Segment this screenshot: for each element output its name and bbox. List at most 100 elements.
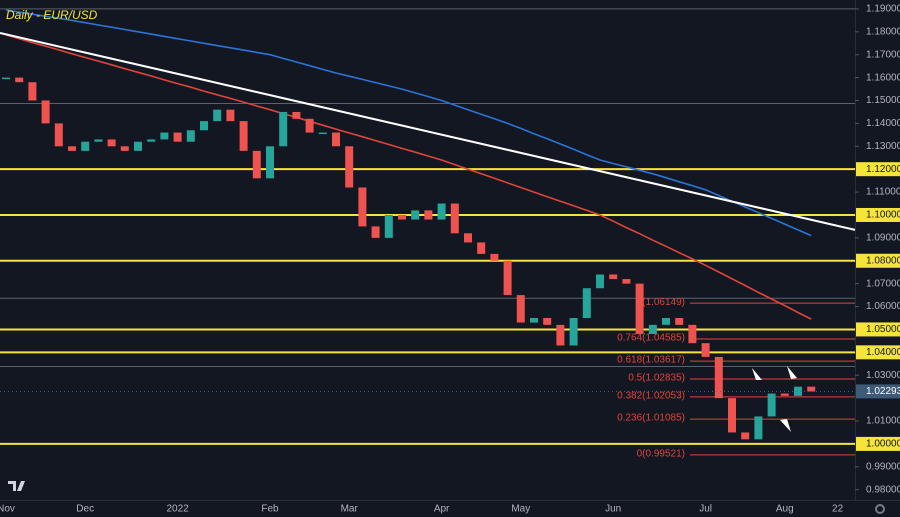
logo[interactable] (8, 481, 25, 491)
candle (279, 111, 288, 147)
x-tick-label: Jul (699, 504, 712, 515)
y-tick-label: 0.98000 (866, 484, 900, 495)
candle (28, 82, 37, 101)
candle (147, 139, 156, 142)
candle (767, 393, 776, 417)
candle (741, 432, 750, 440)
level-label: 1.00000 (866, 439, 900, 450)
candle (701, 343, 710, 357)
candle (226, 109, 235, 122)
fib-label: 0.764(1.04585) (617, 333, 685, 344)
y-tick-label: 1.07000 (866, 278, 900, 289)
x-tick-label: 22 (832, 504, 844, 515)
candle (292, 111, 301, 119)
y-tick-label: 0.99000 (866, 461, 900, 472)
x-tick-label: Nov (0, 504, 15, 515)
candle (384, 214, 393, 238)
candle (807, 386, 816, 392)
arrow (780, 419, 791, 432)
candle (305, 118, 314, 133)
y-tick-label: 1.14000 (866, 118, 900, 129)
fib-label: 1(1.06149) (637, 297, 685, 308)
candle (239, 121, 248, 151)
last-price-label: 1.02293 (866, 386, 900, 397)
candle (622, 279, 631, 284)
trendline (0, 31, 856, 231)
tv-logo[interactable] (8, 481, 25, 491)
fib-label: 0(0.99521) (637, 449, 685, 460)
candle (134, 141, 142, 151)
candle (81, 141, 90, 151)
level-label: 1.12000 (866, 164, 900, 175)
candle (450, 203, 459, 234)
y-tick-label: 1.09000 (866, 233, 900, 244)
fib-label: 0.618(1.03617) (617, 355, 685, 366)
candle (596, 274, 604, 289)
candle (358, 187, 367, 227)
candle (41, 100, 50, 124)
level-label-box (856, 162, 900, 177)
fib-label: 0.382(1.02053) (617, 391, 685, 402)
candle (490, 253, 499, 261)
x-tick-label: Aug (776, 504, 794, 515)
candle (648, 324, 657, 335)
x-tick-label: 2022 (166, 504, 189, 515)
candle (530, 317, 538, 323)
ma-line (5, 9, 812, 237)
candle (68, 146, 76, 151)
candle (160, 132, 169, 140)
x-tick-label: Jun (605, 504, 621, 515)
chart-title: Daily - EUR/USD (6, 8, 98, 22)
candle (516, 295, 525, 323)
candle (635, 283, 644, 335)
candle (332, 132, 340, 147)
candle (15, 77, 24, 83)
level-label-box (856, 207, 900, 222)
y-tick-label: 1.11000 (866, 187, 900, 198)
level-label: 1.08000 (866, 255, 900, 266)
x-tick-label: Dec (76, 504, 94, 515)
candle (173, 132, 182, 142)
y-tick-label: 1.16000 (866, 72, 900, 83)
candle (371, 226, 380, 238)
candle (662, 317, 670, 325)
candle (569, 317, 578, 346)
y-tick-label: 1.18000 (866, 26, 900, 37)
candle (794, 386, 802, 396)
candle (398, 214, 406, 220)
candle (200, 121, 208, 131)
ma-line (5, 34, 812, 320)
arrow (752, 368, 762, 380)
candle (94, 139, 103, 142)
x-tick-label: Apr (434, 504, 450, 515)
candle (437, 203, 446, 220)
fib-label: 0.236(1.01085) (617, 413, 685, 424)
candle (266, 146, 274, 179)
level-label-box (856, 436, 900, 451)
candle (464, 233, 472, 243)
y-tick-label: 1.19000 (866, 4, 900, 15)
last-price-box (856, 384, 900, 399)
candle (186, 130, 195, 142)
candle (120, 146, 129, 151)
candle (728, 398, 736, 433)
candle (780, 393, 789, 396)
settings-icon[interactable] (875, 504, 885, 514)
x-tick-label: May (511, 504, 530, 515)
level-label: 1.05000 (866, 324, 900, 335)
y-tick-label: 1.15000 (866, 95, 900, 106)
y-tick-label: 1.17000 (866, 49, 900, 60)
level-label-box (856, 345, 900, 360)
candle (675, 317, 684, 325)
arrow (787, 366, 797, 379)
x-tick-label: Feb (261, 504, 279, 515)
y-tick-label: 1.03000 (866, 370, 900, 381)
y-tick-label: 1.01000 (866, 416, 900, 427)
candle (345, 146, 354, 188)
candle (688, 324, 697, 344)
candle (318, 132, 327, 135)
plot-area: 1(1.06149) 0.764(1.04585) 0.618(1.03617) 0.… (0, 8, 856, 460)
candle (543, 317, 552, 325)
